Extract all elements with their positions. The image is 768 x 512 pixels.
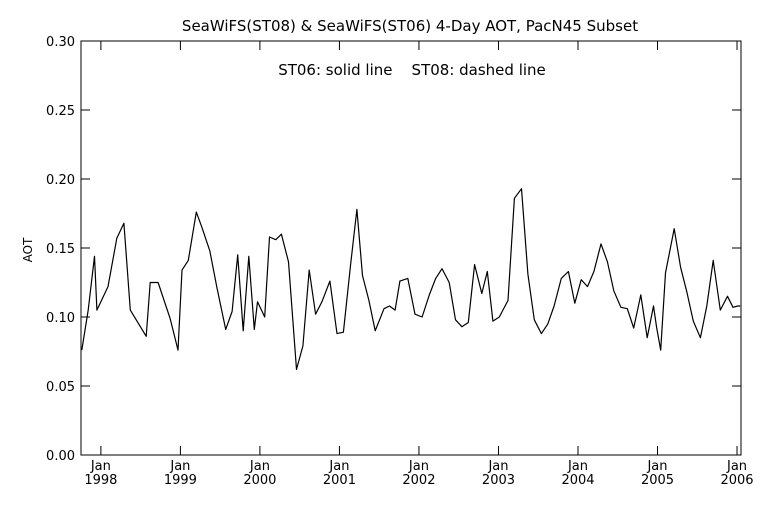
x-tick-month-label: Jan [408,459,429,474]
x-tick-month-label: Jan [90,459,111,474]
x-tick-year-label: 2003 [482,473,515,488]
x-tick-month-label: Jan [646,459,667,474]
x-tick-month-label: Jan [328,459,349,474]
plot-frame [80,40,742,456]
chart-title: SeaWiFS(ST08) & SeaWiFS(ST06) 4-Day AOT,… [182,17,638,35]
x-axis-ticks: Jan1998Jan1999Jan2000Jan2001Jan2002Jan20… [84,41,754,488]
line-style-annotation: ST06: solid line ST08: dashed line [278,61,546,79]
y-tick-label: 0.15 [46,242,75,257]
x-tick-year-label: 2004 [561,473,594,488]
y-tick-label: 0.00 [46,449,75,464]
x-tick-month-label: Jan [169,459,190,474]
x-tick-year-label: 2005 [641,473,674,488]
x-tick-month-label: Jan [249,459,270,474]
x-tick-year-label: 1998 [84,473,117,488]
x-tick-month-label: Jan [487,459,508,474]
x-tick-month-label: Jan [567,459,588,474]
x-tick-year-label: 2001 [323,473,356,488]
x-tick-year-label: 2002 [402,473,435,488]
y-axis-label: AOT [21,237,35,262]
x-tick-month-label: Jan [726,459,747,474]
x-tick-year-label: 1999 [164,473,197,488]
y-tick-label: 0.20 [46,173,75,188]
x-tick-year-label: 2000 [243,473,276,488]
y-tick-label: 0.10 [46,311,75,326]
y-tick-label: 0.25 [46,104,75,119]
y-tick-label: 0.05 [46,380,75,395]
x-tick-year-label: 2006 [720,473,753,488]
series-layer [81,188,741,370]
y-axis-ticks: 0.00 0.05 0.10 0.15 0.20 0.25 0.30 [46,35,741,464]
series-line-st06 [81,188,741,370]
y-tick-label: 0.30 [46,35,75,50]
